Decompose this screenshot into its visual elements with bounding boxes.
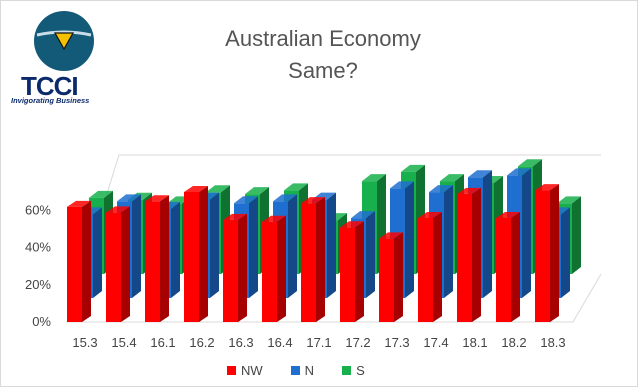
legend: NW N S xyxy=(227,363,365,378)
x-tick-label: 17.1 xyxy=(306,335,331,350)
legend-swatch-n xyxy=(290,366,300,375)
x-tick-label: 16.2 xyxy=(189,335,214,350)
x-axis: 15.3 15.4 16.1 16.2 16.3 16.4 17.1 17.2 17.3 17.4… xyxy=(72,335,565,350)
x-tick-label: 17.4 xyxy=(423,335,448,350)
triangle-emblem-icon xyxy=(34,11,94,71)
bar-nw-18.3 xyxy=(535,184,559,322)
x-tick-label: 17.3 xyxy=(384,335,409,350)
bar-nw-18.2 xyxy=(496,212,520,322)
bar-nw-15.4 xyxy=(106,206,130,322)
legend-item-n: N xyxy=(290,363,315,378)
legend-swatch-nw xyxy=(227,366,236,375)
bar-nw-17.3 xyxy=(379,232,403,322)
y-tick-label: 40% xyxy=(25,240,51,255)
x-tick-label: 18.2 xyxy=(501,335,526,350)
x-tick-label: 15.4 xyxy=(111,335,136,350)
bar-nw-16.3 xyxy=(223,213,247,322)
bar-nw-16.4 xyxy=(262,215,286,322)
bar-nw-17.1 xyxy=(301,197,325,322)
x-tick-label: 18.3 xyxy=(540,335,565,350)
bar-nw-17.4 xyxy=(418,212,442,322)
bar-nw-16.2 xyxy=(184,186,208,322)
y-axis: 0% 20% 40% 60% xyxy=(25,203,51,329)
x-tick-label: 16.3 xyxy=(228,335,253,350)
legend-label-n: N xyxy=(304,363,315,378)
legend-label-nw: NW xyxy=(241,363,263,378)
bar-nw-15.3 xyxy=(67,200,91,322)
chart-title-line-2: Same? xyxy=(288,58,358,83)
chart-title: Australian Economy Same? xyxy=(173,23,473,87)
chart-bars xyxy=(67,159,581,322)
legend-item-s: S xyxy=(342,363,365,378)
legend-swatch-s xyxy=(342,366,352,375)
legend-label-s: S xyxy=(356,363,365,378)
logo-tagline: Invigorating Business xyxy=(11,96,90,105)
bar-nw-16.1 xyxy=(145,195,169,322)
x-tick-label: 18.1 xyxy=(462,335,487,350)
x-tick-label: 16.4 xyxy=(267,335,292,350)
x-tick-label: 15.3 xyxy=(72,335,97,350)
bar-nw-17.2 xyxy=(340,221,364,322)
y-tick-label: 0% xyxy=(32,314,51,329)
x-tick-label: 16.1 xyxy=(150,335,175,350)
tcci-logo xyxy=(9,9,119,104)
x-tick-label: 17.2 xyxy=(345,335,370,350)
legend-item-nw: NW xyxy=(227,363,263,378)
logo-name: TCCI xyxy=(21,71,79,101)
bar-nw-18.1 xyxy=(457,187,481,322)
y-tick-label: 60% xyxy=(25,203,51,218)
y-tick-label: 20% xyxy=(25,277,51,292)
chart-title-line-1: Australian Economy xyxy=(225,26,421,51)
